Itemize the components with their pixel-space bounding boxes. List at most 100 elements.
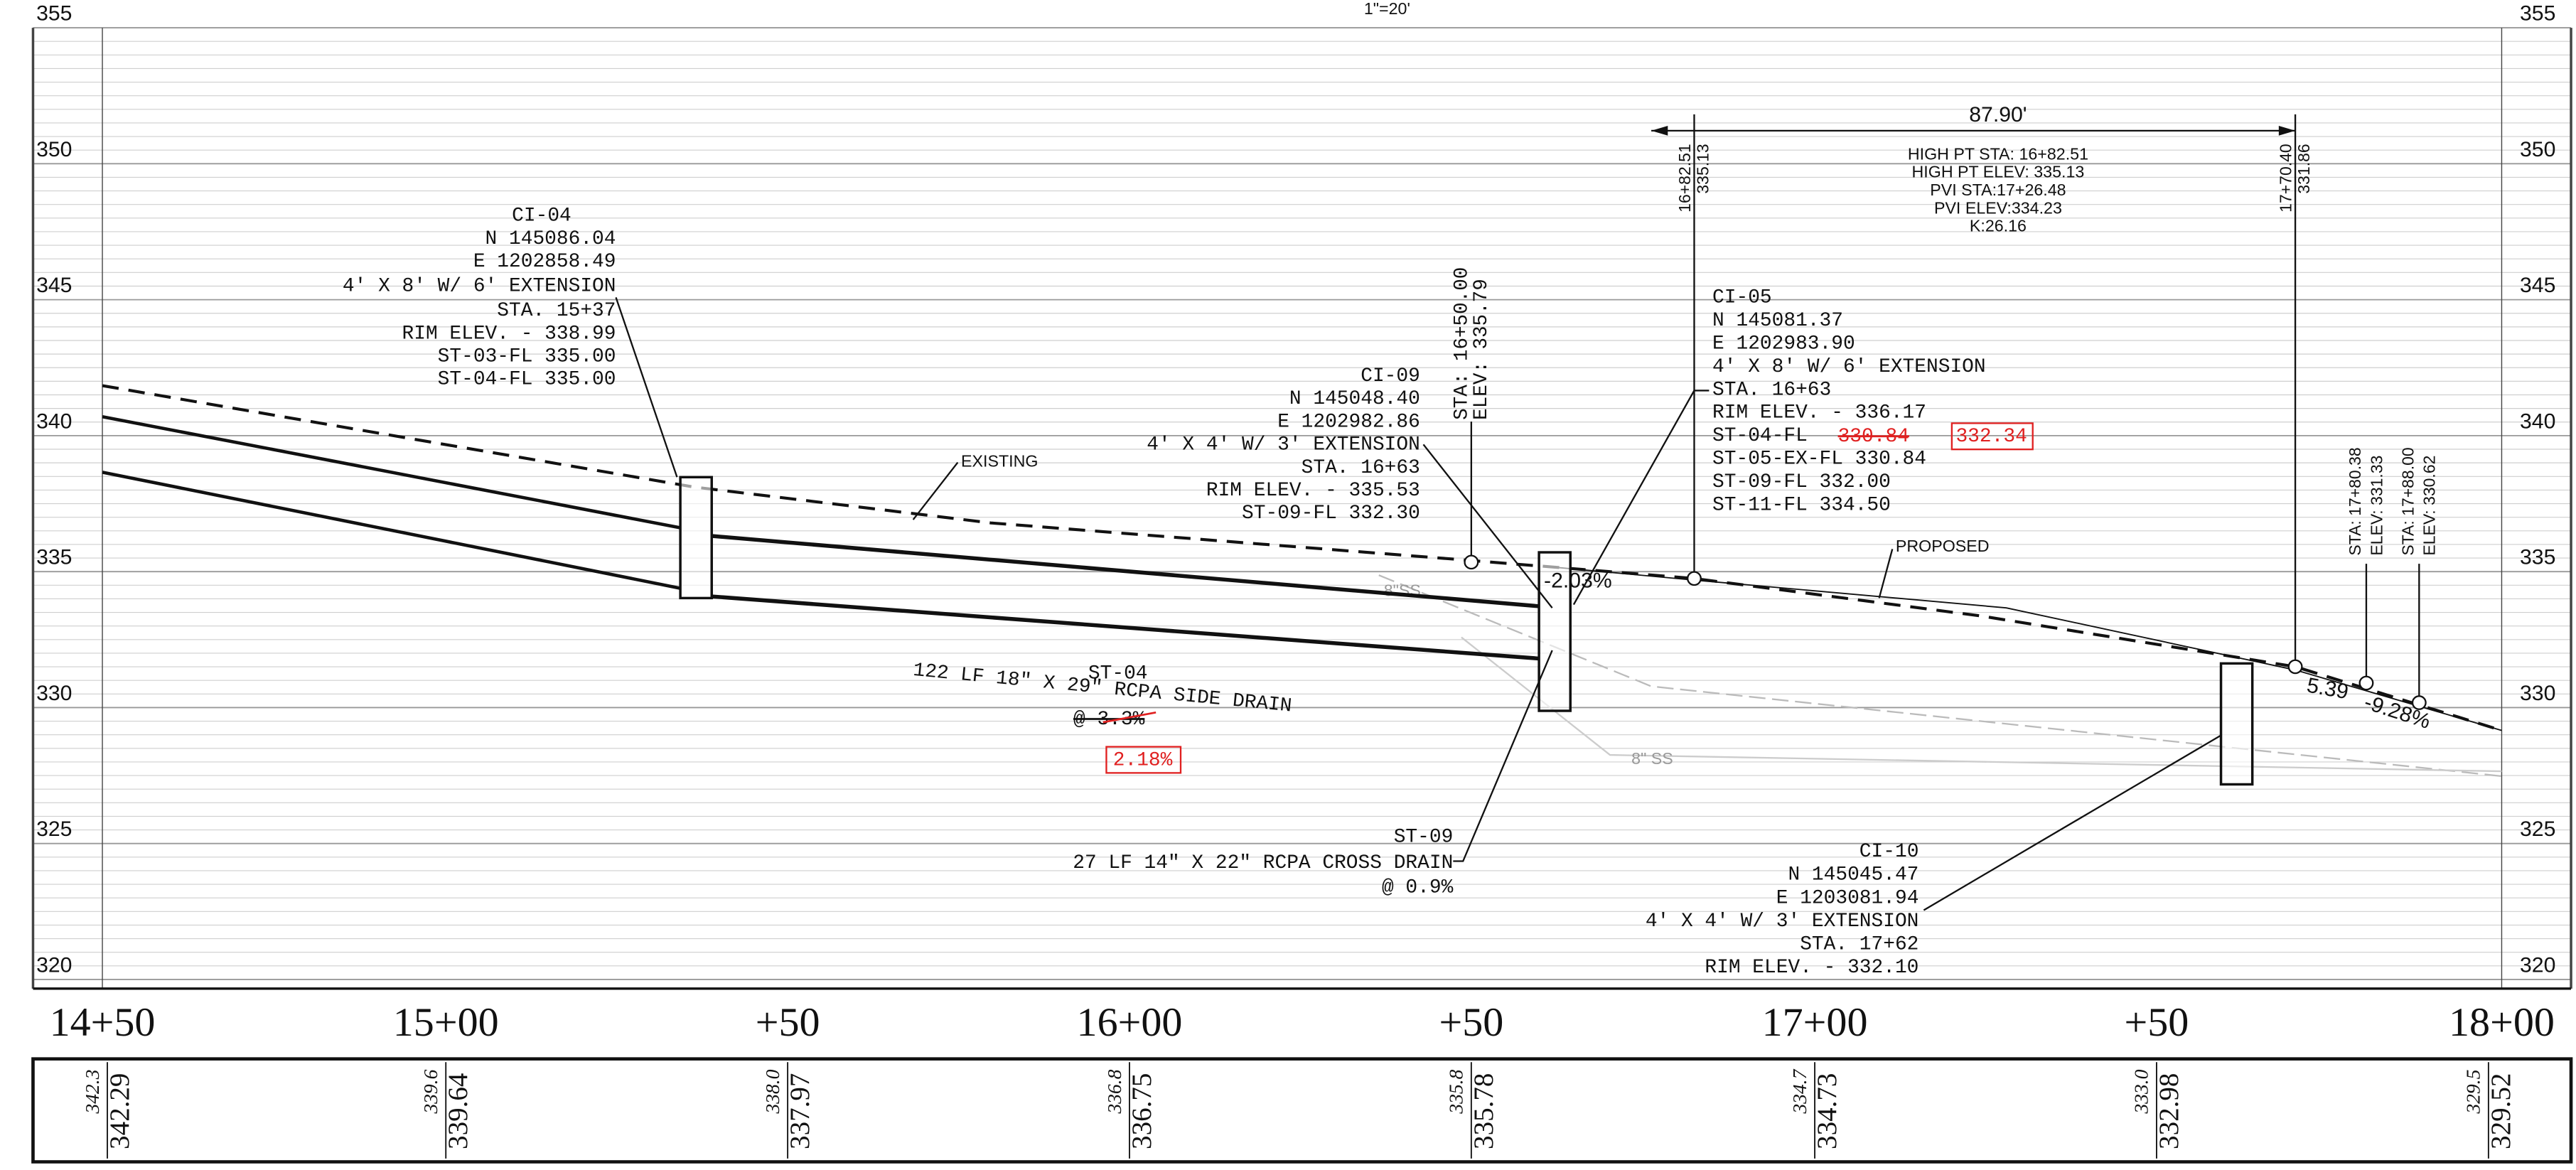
existing-elev: 339.6	[419, 1069, 441, 1114]
dimension-label: 87.90'	[1969, 103, 2027, 127]
existing-elev: 336.8	[1103, 1069, 1125, 1114]
callout-text: STA. 17+62	[1800, 934, 1918, 956]
scale: 1"=20'	[1364, 0, 1410, 18]
point-marker	[2358, 675, 2374, 691]
elevation-label: 340	[36, 410, 72, 434]
station-mark: STA: 16+50.00	[1451, 267, 1473, 420]
curve-data: PVI ELEV:334.23	[1934, 198, 2062, 217]
proposed-elev: 337.97	[785, 1073, 815, 1149]
elevation-label: 355	[2520, 2, 2555, 26]
revision-box	[1105, 746, 1182, 774]
surface-label: PROPOSED	[1896, 537, 1990, 555]
callout-text: RIM ELEV. - 336.17	[1712, 402, 1926, 424]
surface-label: EXISTING	[961, 452, 1038, 471]
callout-text: E 1202858.49	[473, 251, 616, 273]
callout-text: CI-04	[512, 205, 571, 227]
pipe	[712, 594, 1540, 661]
revised-text: 330.84	[1838, 426, 1909, 448]
curve-data: PVI STA:17+26.48	[1930, 181, 2066, 199]
pipe-label: ST-04	[1088, 663, 1148, 685]
callout-text: ST-11-FL 334.50	[1712, 495, 1891, 517]
structure	[679, 476, 713, 600]
leader	[615, 297, 678, 478]
station-label: 14+50	[50, 1000, 156, 1045]
callout-text: STA. 15+37	[497, 300, 616, 322]
pipe	[102, 414, 681, 530]
callout-text: ST-03-FL 335.00	[438, 346, 616, 368]
elevation-label: 330	[2520, 682, 2555, 705]
station-label: 16+00	[1077, 1000, 1183, 1045]
structure	[2219, 662, 2254, 786]
curve-data: HIGH PT ELEV: 335.13	[1912, 163, 2085, 181]
pipe	[712, 534, 1540, 608]
elevation-label: 330	[36, 682, 72, 705]
leader	[1422, 444, 1553, 608]
leader	[1878, 549, 1894, 599]
sewer-line	[1378, 574, 2502, 778]
proposed-surface	[1552, 566, 2502, 731]
existing-elev: 333.0	[2130, 1069, 2152, 1114]
proposed-elev: 334.73	[1812, 1073, 1842, 1149]
station-label: 18+00	[2449, 1000, 2555, 1045]
station-mark: 331.86	[2295, 144, 2313, 193]
station-label: +50	[2125, 1000, 2189, 1045]
point-marker	[2287, 659, 2303, 675]
callout-text: ST-05-EX-FL 330.84	[1712, 449, 1926, 471]
elevation-label: 345	[36, 274, 72, 297]
revision-text: 2.18%	[1113, 749, 1173, 771]
callout-text: E 1202983.90	[1712, 333, 1855, 355]
callout-text: CI-05	[1712, 287, 1772, 309]
existing-elev: 334.7	[1788, 1069, 1810, 1115]
callout-text: CI-10	[1859, 841, 1919, 863]
callout-text: 4' X 4' W/ 3' EXTENSION	[1646, 911, 1919, 933]
station-mark: ELEV: 331.33	[2367, 456, 2386, 556]
grade-label: -2.03%	[1544, 569, 1612, 592]
profile-table	[31, 1057, 2573, 1164]
callout-text: STA. 16+63	[1302, 457, 1420, 479]
proposed-elev: 339.64	[443, 1073, 473, 1149]
curve-data: HIGH PT STA: 16+82.51	[1908, 145, 2088, 163]
elevation-label: 350	[2520, 138, 2555, 161]
elevation-label: 320	[36, 954, 72, 977]
existing-elev: 329.5	[2462, 1069, 2484, 1114]
elevation-label: 335	[36, 546, 72, 569]
station-mark: ELEV: 335.79	[1471, 279, 1493, 420]
revised-text: @ 3.3%	[1073, 709, 1145, 731]
elevation-label: 340	[2520, 410, 2555, 434]
callout-text: N 145081.37	[1712, 310, 1843, 332]
leader	[1453, 650, 1553, 862]
callout-text: N 145086.04	[485, 228, 616, 250]
revision-text: 332.34	[1955, 426, 2027, 448]
elevation-label: 355	[36, 2, 72, 26]
callout-text: E 1202982.86	[1277, 412, 1420, 434]
callout-text: 4' X 8' W/ 6' EXTENSION	[343, 276, 616, 298]
callout-text: N 145045.47	[1788, 864, 1918, 886]
point-marker	[1464, 554, 1479, 570]
callout-text: 4' X 4' W/ 3' EXTENSION	[1147, 434, 1420, 456]
pipe-label: @ 0.9%	[1382, 877, 1454, 899]
elevation-label: 325	[2520, 817, 2555, 841]
station-label: 15+00	[393, 1000, 499, 1045]
curve-data: K:26.16	[1970, 217, 2027, 235]
callout-text: RIM ELEV. - 338.99	[402, 323, 616, 345]
station-mark: STA: 17+88.00	[2398, 447, 2417, 555]
callout-text: ST-04-FL	[1712, 425, 1808, 447]
leader	[1923, 734, 2222, 911]
pipe-label: ST-09	[1394, 826, 1454, 848]
proposed-elev: 332.98	[2154, 1073, 2184, 1149]
elevation-label: 320	[2520, 954, 2555, 977]
callout-text: ST-04-FL 335.00	[438, 369, 616, 391]
callout-text: ST-09-FL 332.30	[1242, 503, 1420, 525]
pipe	[102, 471, 681, 590]
callout-text: STA. 16+63	[1712, 379, 1831, 401]
revision-box	[1950, 422, 2034, 451]
callout-text: N 145048.40	[1289, 388, 1420, 410]
sewer-label: 8" SS	[1631, 749, 1673, 768]
callout-text: ST-09-FL 332.00	[1712, 471, 1891, 493]
station-mark: STA: 17+80.38	[2346, 447, 2364, 555]
proposed-elev: 329.52	[2486, 1073, 2516, 1149]
leader	[912, 461, 959, 520]
callout-text: E 1203081.94	[1776, 887, 1919, 909]
callout-text: RIM ELEV. - 335.53	[1206, 480, 1420, 502]
